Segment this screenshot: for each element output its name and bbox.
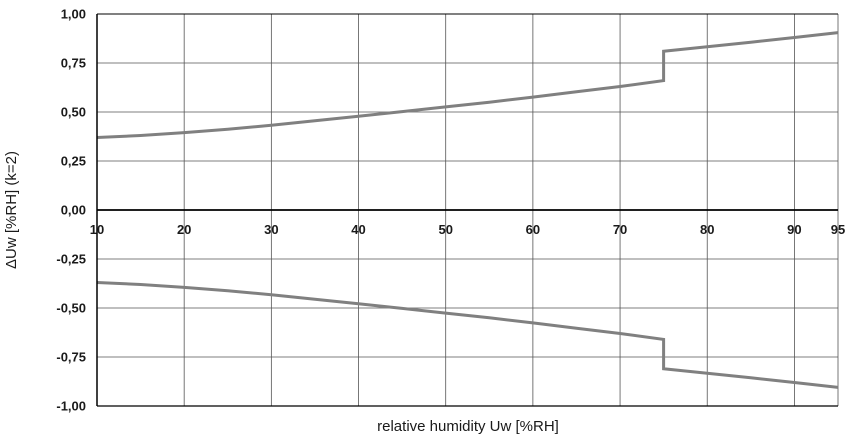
y-tick-label: -0,75 bbox=[56, 350, 86, 365]
y-tick-label: 0,00 bbox=[61, 203, 86, 218]
y-tick-label: -0,25 bbox=[56, 252, 86, 267]
tick-labels: 1,00 0,75 0,50 0,25 0,00 -0,25 -0,50 -0,75 -1,00… bbox=[56, 7, 845, 414]
y-tick-label: 0,25 bbox=[61, 154, 86, 169]
y-axis-label: ΔUw [%RH] (k=2) bbox=[3, 151, 20, 269]
x-tick-label: 50 bbox=[438, 222, 452, 237]
x-tick-label: 95 bbox=[831, 222, 845, 237]
x-tick-label: 20 bbox=[177, 222, 191, 237]
upper-uncertainty-line bbox=[96, 31, 839, 139]
y-tick-label: 1,00 bbox=[61, 7, 86, 22]
y-tick-label: -0,50 bbox=[56, 301, 86, 316]
x-axis-label: relative humidity Uw [%RH] bbox=[377, 418, 559, 435]
y-tick-label: 0,50 bbox=[61, 105, 86, 120]
lower-uncertainty-line bbox=[96, 281, 839, 389]
axes bbox=[96, 13, 838, 407]
series-layer bbox=[96, 31, 839, 389]
x-tick-label: 80 bbox=[700, 222, 714, 237]
y-tick-label: 0,75 bbox=[61, 56, 86, 71]
x-tick-label: 10 bbox=[90, 222, 104, 237]
x-tick-label: 60 bbox=[526, 222, 540, 237]
x-tick-label: 90 bbox=[787, 222, 801, 237]
x-tick-label: 40 bbox=[351, 222, 365, 237]
x-tick-label: 70 bbox=[613, 222, 627, 237]
y-tick-label: -1,00 bbox=[56, 399, 86, 414]
x-tick-label: 30 bbox=[264, 222, 278, 237]
